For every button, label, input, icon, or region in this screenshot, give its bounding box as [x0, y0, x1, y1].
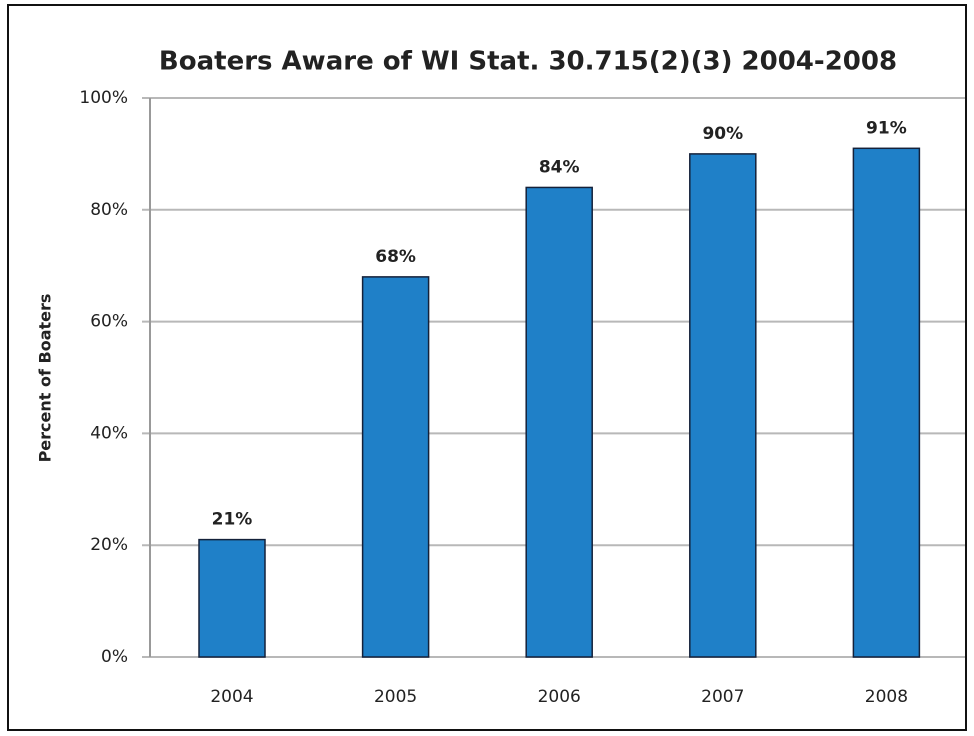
value-label: 84%: [539, 157, 580, 177]
y-tick-label: 20%: [90, 535, 128, 555]
y-axis-label: Percent of Boaters: [36, 294, 55, 463]
x-tick-label: 2004: [210, 687, 253, 707]
x-tick-label: 2008: [865, 687, 908, 707]
y-tick-label: 40%: [90, 423, 128, 443]
bar: [361, 276, 430, 658]
bar: [689, 153, 757, 658]
y-tick-label: 0%: [101, 647, 128, 667]
x-tick-label: 2007: [701, 687, 744, 707]
bar: [852, 147, 921, 658]
value-label: 68%: [375, 247, 416, 267]
chart-border: [7, 4, 967, 731]
bar: [525, 186, 593, 658]
y-tick-label: 60%: [90, 312, 128, 332]
bar: [198, 538, 266, 658]
y-tick-label: 80%: [90, 200, 128, 220]
chart-title: Boaters Aware of WI Stat. 30.715(2)(3) 2…: [159, 47, 897, 77]
y-tick-label: 100%: [79, 88, 128, 108]
value-label: 21%: [212, 510, 253, 530]
value-label: 91%: [866, 118, 907, 138]
x-tick-label: 2006: [538, 687, 581, 707]
value-label: 90%: [702, 124, 743, 144]
x-tick-label: 2005: [374, 687, 417, 707]
